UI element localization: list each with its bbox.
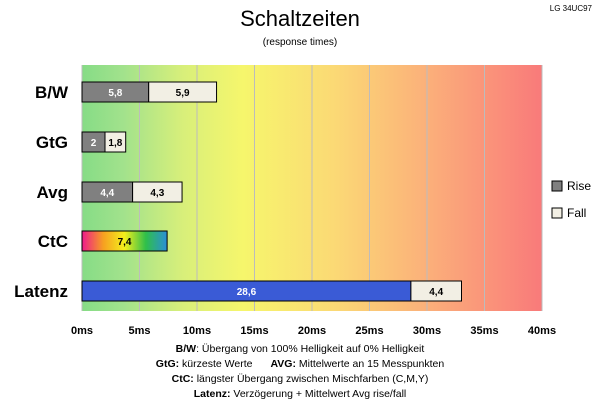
note-avg-text: Mittelwerte an 15 Messpunkten [295, 358, 445, 370]
legend-label: Fall [567, 206, 586, 220]
bars-group: 5,8 5,9 2 1,8 4,4 4,3 7,4 28,6 4,4 [81, 81, 462, 302]
note-ctc-text: längster Übergang zwischen Mischfarben (… [193, 373, 429, 385]
x-tick-label: 10ms [183, 325, 211, 337]
x-tick-label: 40ms [528, 325, 556, 337]
bar-data-label: 5,9 [176, 88, 190, 99]
bar-data-label: 4,4 [429, 287, 443, 298]
bar-data-label: 7,4 [118, 237, 132, 248]
bar-data-label: 4,3 [150, 188, 164, 199]
legend: Rise Fall [551, 179, 591, 220]
note-gtg-text: kürzeste Werte [179, 358, 253, 370]
x-tick-label: 5ms [128, 325, 150, 337]
x-tick-label: 15ms [240, 325, 268, 337]
x-tick-label: 30ms [413, 325, 441, 337]
note-latenz-key: Latenz: [193, 388, 231, 400]
bar-segment [132, 181, 183, 203]
bar-data-label: 28,6 [237, 287, 257, 298]
legend-label: Rise [567, 179, 591, 193]
note-bw-key: B/W [175, 343, 197, 355]
note-avg-key: AVG: [270, 358, 296, 370]
note-gtg-avg: GtG: kürzeste Werte AVG: Mittelwerte an 1… [0, 357, 600, 372]
note-bw: B/W: Übergang von 100% Helligkeit auf 0%… [0, 342, 600, 357]
note-bw-text: : Übergang von 100% Helligkeit auf 0% He… [196, 343, 425, 355]
x-tick-label: 35ms [470, 325, 498, 337]
category-labels: B/W GtG Avg CtC Latenz [14, 83, 69, 301]
bar-segment [81, 230, 168, 252]
monitor-model-label: LG 34UC97 [550, 4, 593, 13]
bar-data-label: 1,8 [108, 138, 122, 149]
bar-data-label: 4,4 [100, 188, 114, 199]
bar-segment [410, 280, 462, 302]
chart-subtitle: (response times) [263, 37, 337, 48]
x-tick-label: 25ms [355, 325, 383, 337]
note-ctc: CtC: längster Übergang zwischen Mischfar… [0, 372, 600, 387]
legend-swatch [551, 180, 563, 192]
bar-segment [148, 81, 218, 103]
legend-swatch [551, 207, 563, 219]
bar-segment [104, 131, 127, 153]
category-label: Latenz [14, 282, 68, 301]
note-latenz: Latenz: Verzögerung + Mittelwert Avg ris… [0, 387, 600, 402]
x-tick-label: 0ms [71, 325, 93, 337]
note-latenz-text: Verzögerung + Mittelwert Avg rise/fall [230, 388, 407, 400]
note-gtg-key: GtG: [155, 358, 180, 370]
category-label: Avg [37, 183, 69, 202]
chart-title: Schaltzeiten [240, 6, 360, 31]
chart-canvas: Schaltzeiten (response times) LG 34UC97 … [14, 4, 593, 337]
category-label: GtG [36, 133, 68, 152]
x-tick-label: 20ms [298, 325, 326, 337]
x-axis-tick-labels: 0ms 5ms 10ms 15ms 20ms 25ms 30ms 35ms 40ms [71, 325, 556, 337]
bar-data-label: 2 [91, 138, 97, 149]
bar-data-label: 5,8 [108, 88, 122, 99]
category-label: B/W [35, 83, 69, 102]
explanation-notes: B/W: Übergang von 100% Helligkeit auf 0%… [0, 342, 600, 402]
category-label: CtC [38, 232, 68, 251]
note-ctc-key: CtC: [171, 373, 194, 385]
